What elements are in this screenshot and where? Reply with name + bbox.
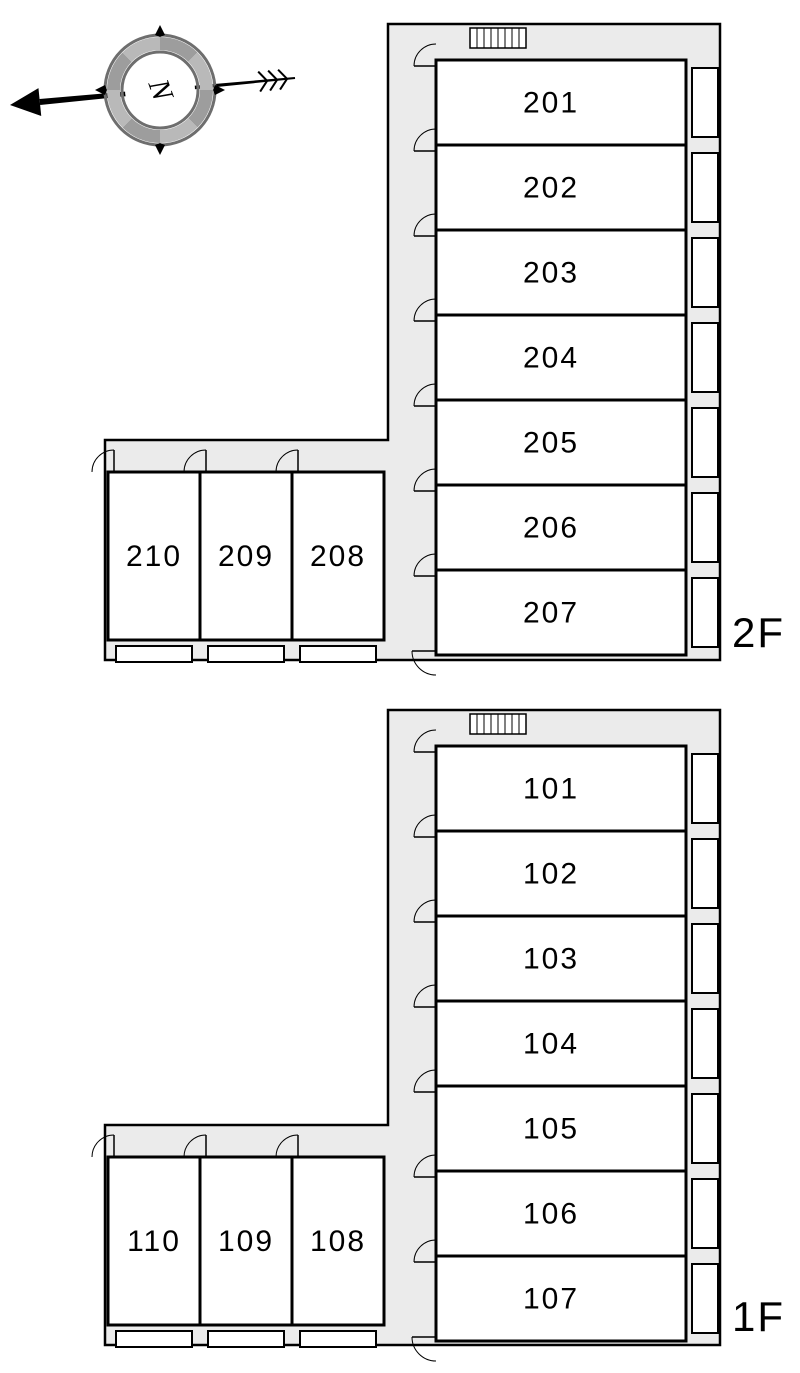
balcony-205 bbox=[692, 408, 718, 477]
balcony-108 bbox=[300, 1331, 376, 1347]
room-label-208: 208 bbox=[310, 540, 366, 573]
room-label-109: 109 bbox=[218, 1225, 274, 1258]
room-label-104: 104 bbox=[523, 1027, 579, 1060]
room-label-209: 209 bbox=[218, 540, 274, 573]
balcony-207 bbox=[692, 578, 718, 647]
room-label-108: 108 bbox=[310, 1225, 366, 1258]
balcony-106 bbox=[692, 1179, 718, 1248]
balcony-110 bbox=[116, 1331, 192, 1347]
balcony-102 bbox=[692, 839, 718, 908]
room-label-105: 105 bbox=[523, 1112, 579, 1145]
balcony-210 bbox=[116, 646, 192, 662]
room-label-107: 107 bbox=[523, 1282, 579, 1315]
room-label-202: 202 bbox=[523, 171, 579, 204]
balcony-109 bbox=[208, 1331, 284, 1347]
floor-label-1F: 1F bbox=[732, 1293, 785, 1340]
balcony-103 bbox=[692, 924, 718, 993]
floorplan-diagram: N2012022032042052062072102092082F1011021… bbox=[0, 0, 800, 1373]
balcony-101 bbox=[692, 754, 718, 823]
balcony-104 bbox=[692, 1009, 718, 1078]
room-label-106: 106 bbox=[523, 1197, 579, 1230]
balcony-206 bbox=[692, 493, 718, 562]
room-label-103: 103 bbox=[523, 942, 579, 975]
room-label-102: 102 bbox=[523, 857, 579, 890]
room-label-204: 204 bbox=[523, 341, 579, 374]
balcony-201 bbox=[692, 68, 718, 137]
balcony-202 bbox=[692, 153, 718, 222]
balcony-208 bbox=[300, 646, 376, 662]
room-label-101: 101 bbox=[523, 772, 579, 805]
balcony-203 bbox=[692, 238, 718, 307]
room-label-110: 110 bbox=[127, 1225, 181, 1258]
room-label-207: 207 bbox=[523, 596, 579, 629]
floor-label-2F: 2F bbox=[732, 609, 785, 656]
room-label-203: 203 bbox=[523, 256, 579, 289]
room-label-205: 205 bbox=[523, 426, 579, 459]
balcony-105 bbox=[692, 1094, 718, 1163]
room-label-201: 201 bbox=[523, 86, 579, 119]
balcony-204 bbox=[692, 323, 718, 392]
room-label-210: 210 bbox=[126, 540, 182, 573]
balcony-107 bbox=[692, 1264, 718, 1333]
room-label-206: 206 bbox=[523, 511, 579, 544]
balcony-209 bbox=[208, 646, 284, 662]
